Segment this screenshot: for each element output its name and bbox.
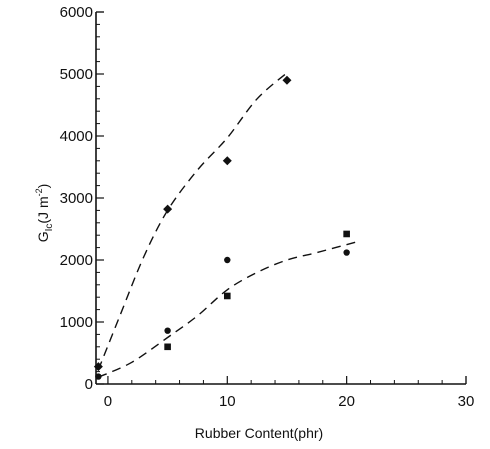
diamond-data-point [93, 362, 103, 372]
tick-marks [96, 11, 467, 385]
x-tick-label: 20 [338, 393, 355, 410]
y-axis-label-units: (J m [35, 196, 51, 223]
plot-frame [95, 11, 467, 385]
diamond-data-point [163, 204, 173, 214]
y-tick-label: 1000 [60, 314, 93, 331]
y-tick-label: 0 [85, 376, 93, 393]
circle-series-fit-curve [98, 240, 359, 378]
circle-data-point [224, 256, 231, 264]
x-tick-label: 0 [104, 393, 112, 410]
diamond-data-point [282, 75, 292, 85]
circle-data-point [343, 249, 350, 256]
square-data-point [223, 292, 231, 300]
data-points [93, 75, 350, 380]
y-axis-label-close: ) [35, 184, 51, 189]
diamond-series-fit-curve [97, 70, 290, 370]
y-axis-label-subscript: Ic [44, 224, 55, 232]
circle-data-point [95, 373, 102, 380]
x-tick-label: 10 [219, 393, 236, 410]
y-tick-label: 5000 [60, 66, 93, 83]
circle-data-point [164, 327, 171, 334]
fit-curves [97, 70, 359, 378]
square-data-point [343, 230, 350, 238]
y-tick-label: 6000 [60, 4, 93, 21]
diamond-data-point [222, 156, 232, 166]
y-axis-label-symbol: G [35, 231, 51, 242]
y-tick-label: 4000 [60, 128, 93, 145]
tick-labels: 0 1000 2000 3000 4000 5000 6000 0 10 20 30 [60, 4, 475, 410]
square-data-point [164, 343, 171, 351]
y-axis-label: GIc(J m-2) [34, 184, 55, 243]
y-tick-label: 3000 [60, 190, 93, 207]
y-tick-label: 2000 [60, 252, 93, 269]
y-axis-label-exponent: -2 [34, 188, 44, 196]
x-axis-label: Rubber Content(phr) [195, 425, 323, 441]
x-tick-label: 30 [458, 393, 475, 410]
